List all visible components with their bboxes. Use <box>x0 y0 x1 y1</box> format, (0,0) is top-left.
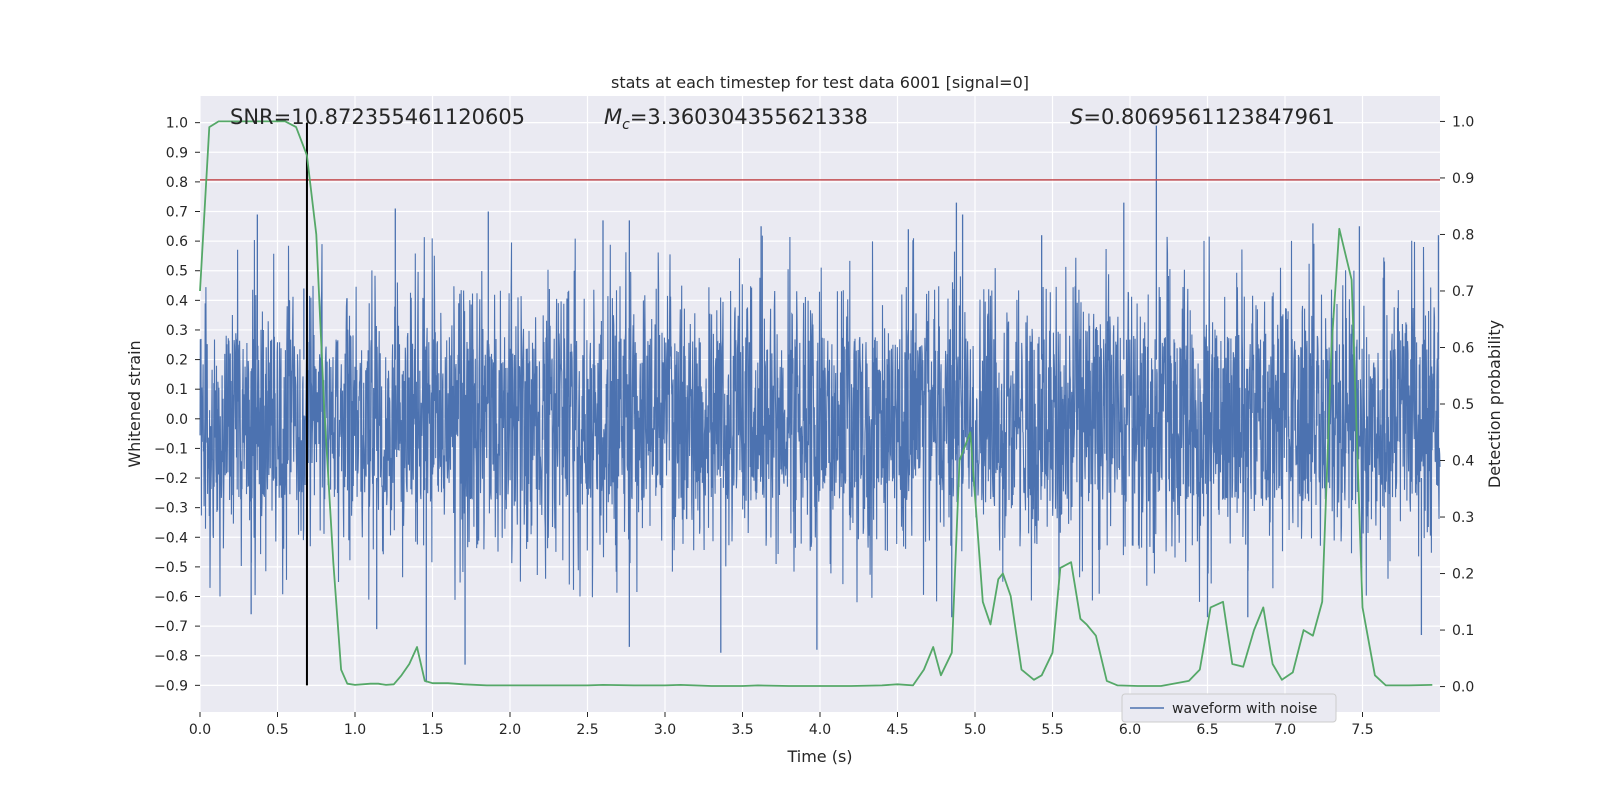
y-right-tick-label-3: 0.7 <box>1452 284 1474 300</box>
statistic-value: =0.8069561123847961 <box>1083 105 1334 129</box>
chirp-mass-symbol: M <box>604 105 622 129</box>
y-axis-right-label: Detection probability <box>1485 320 1504 488</box>
y-tick-label-11: −0.1 <box>154 441 188 457</box>
chirp-mass-annotation: Mc=3.360304355621338 <box>604 105 868 133</box>
y-tick-label-16: −0.6 <box>154 590 188 606</box>
y-tick-label-10: 0.0 <box>166 412 188 428</box>
y-right-tick-label-5: 0.5 <box>1452 397 1474 413</box>
y-axis-label: Whitened strain <box>125 340 144 467</box>
waveform-series <box>199 125 1441 683</box>
y-right-tick-label-7: 0.3 <box>1452 510 1474 526</box>
x-tick-label-11: 5.5 <box>1041 722 1063 738</box>
y-tick-label-6: 0.4 <box>166 293 188 309</box>
x-tick-label-1: 0.5 <box>266 722 288 738</box>
x-tick-label-15: 7.5 <box>1351 722 1373 738</box>
y-right-tick-label-9: 0.1 <box>1452 623 1474 639</box>
y-tick-label-5: 0.5 <box>166 264 188 280</box>
y-tick-label-9: 0.1 <box>166 382 188 398</box>
x-tick-label-3: 1.5 <box>421 722 443 738</box>
x-tick-label-7: 3.5 <box>731 722 753 738</box>
probability-series <box>199 120 1433 687</box>
y-tick-label-12: −0.2 <box>154 471 188 487</box>
x-axis: 0.0 0.5 1.0 1.5 2.0 2.5 3.0 3.5 4.0 4.5 5.0 5.5 6.0 6… <box>189 712 1374 738</box>
x-tick-label-5: 2.5 <box>576 722 598 738</box>
x-tick-label-2: 1.0 <box>344 722 366 738</box>
y-tick-label-1: 0.9 <box>166 145 188 161</box>
legend-box <box>1121 693 1337 723</box>
y-tick-label-18: −0.8 <box>154 649 188 665</box>
statistic-symbol: S <box>1070 105 1083 129</box>
legend-label-waveform: waveform with noise <box>1172 701 1317 717</box>
x-tick-label-6: 3.0 <box>654 722 676 738</box>
y-right-tick-label-2: 0.8 <box>1452 227 1474 243</box>
y-tick-label-17: −0.7 <box>154 619 188 635</box>
y-right-tick-label-4: 0.6 <box>1452 340 1474 356</box>
chart-title: stats at each timestep for test data 600… <box>611 73 1029 92</box>
snr-annotation: SNR=10.872355461120605 <box>230 105 525 129</box>
legend: waveform with noise <box>1121 693 1337 723</box>
x-tick-label-4: 2.0 <box>499 722 521 738</box>
y-tick-label-3: 0.7 <box>166 205 188 221</box>
y-right-tick-label-8: 0.2 <box>1452 567 1474 583</box>
y-tick-label-13: −0.3 <box>154 501 188 517</box>
x-tick-label-12: 6.0 <box>1119 722 1141 738</box>
x-tick-label-0: 0.0 <box>189 722 211 738</box>
waveform-trace <box>199 235 1441 603</box>
chirp-mass-subscript: c <box>622 117 630 133</box>
y-tick-label-7: 0.3 <box>166 323 188 339</box>
probability-line <box>199 120 1433 687</box>
y-right-tick-label-0: 1.0 <box>1452 114 1474 130</box>
statistic-annotation: S=0.8069561123847961 <box>1070 105 1335 129</box>
y-tick-label-14: −0.4 <box>154 530 188 546</box>
y-axis-left: 1.0 0.9 0.8 0.7 0.6 0.5 0.4 0.3 0.2 0.1 0.0 −0.1 −0.… <box>154 116 200 694</box>
y-tick-label-19: −0.9 <box>154 678 188 694</box>
x-tick-label-14: 7.0 <box>1274 722 1296 738</box>
x-tick-label-8: 4.0 <box>809 722 831 738</box>
y-tick-label-4: 0.6 <box>166 234 188 250</box>
y-tick-label-8: 0.2 <box>166 353 188 369</box>
y-tick-label-2: 0.8 <box>166 175 188 191</box>
y-right-tick-label-1: 0.9 <box>1452 171 1474 187</box>
chirp-mass-value: =3.360304355621338 <box>630 105 868 129</box>
y-tick-label-15: −0.5 <box>154 560 188 576</box>
x-axis-label: Time (s) <box>786 747 852 766</box>
x-tick-label-13: 6.5 <box>1196 722 1218 738</box>
y-axis-right: 1.0 0.9 0.8 0.7 0.6 0.5 0.4 0.3 0.2 0.1 0.0 <box>1440 114 1474 696</box>
y-tick-label-0: 1.0 <box>166 116 188 132</box>
x-tick-label-9: 4.5 <box>886 722 908 738</box>
y-right-tick-label-6: 0.4 <box>1452 454 1474 470</box>
x-tick-label-10: 5.0 <box>964 722 986 738</box>
y-right-tick-label-10: 0.0 <box>1452 680 1474 696</box>
